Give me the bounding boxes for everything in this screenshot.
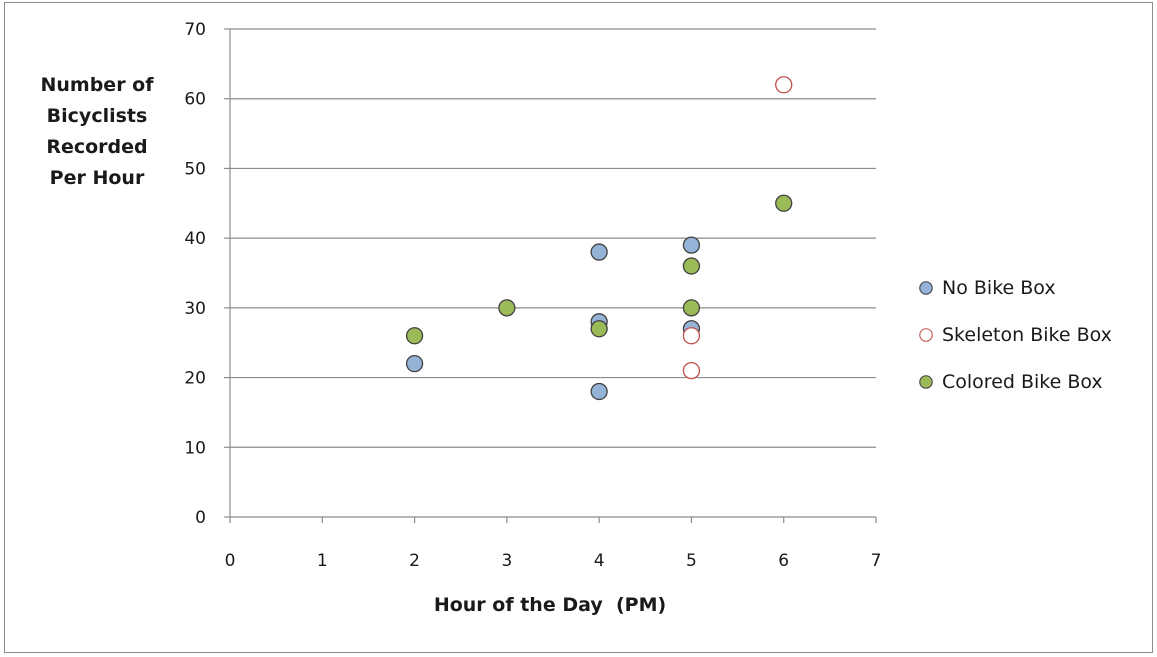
x-tick-label: 6 <box>778 551 789 571</box>
y-tick-label: 50 <box>184 159 206 179</box>
y-axis-title-line: Bicyclists <box>46 105 148 127</box>
data-point-no-bike-box <box>590 382 608 401</box>
data-point-colored-bike-box <box>590 320 608 338</box>
legend-item-no-bike-box: No Bike Box <box>918 264 1112 311</box>
data-point-colored-bike-box <box>775 194 793 212</box>
legend-marker-skeleton-bike-box <box>919 327 933 342</box>
y-tick-label: 0 <box>195 508 206 528</box>
y-axis-title-line: Per Hour <box>49 167 145 189</box>
data-point-skeleton-bike-box <box>682 361 701 380</box>
data-point-no-bike-box <box>405 354 424 373</box>
axes: 0 10 20 30 40 50 60 70 0 1 2 3 4 5 6 7 <box>184 20 881 571</box>
legend-label-skeleton-bike-box: Skeleton Bike Box <box>942 323 1112 346</box>
y-tick-label: 10 <box>184 438 206 458</box>
x-tick-label: 4 <box>594 551 605 571</box>
x-tick-label: 3 <box>501 551 512 571</box>
x-tick-label: 1 <box>317 551 328 571</box>
y-axis-title: Number of Bicyclists Recorded Per Hour <box>22 70 172 194</box>
data-point-colored-bike-box <box>498 299 516 317</box>
data-point-colored-bike-box <box>405 327 424 345</box>
y-tick-label: 40 <box>184 229 206 249</box>
chart-frame <box>4 2 1153 653</box>
legend-label-colored-bike-box: Colored Bike Box <box>942 370 1103 393</box>
legend: No Bike Box Skeleton Bike Box Colored Bi… <box>918 264 1112 405</box>
data-point-no-bike-box <box>590 243 608 261</box>
legend-item-colored-bike-box: Colored Bike Box <box>918 358 1112 405</box>
legend-marker-colored-bike-box <box>919 374 933 389</box>
gridlines <box>230 28 876 448</box>
data-points <box>405 76 793 401</box>
legend-label-no-bike-box: No Bike Box <box>942 276 1056 299</box>
x-tick-label: 2 <box>409 551 420 571</box>
legend-marker-no-bike-box <box>919 280 933 295</box>
y-tick-label: 30 <box>184 299 206 319</box>
x-tick-label: 5 <box>686 551 697 571</box>
data-point-skeleton-bike-box <box>682 327 701 345</box>
data-point-colored-bike-box <box>682 299 701 317</box>
y-axis-title-line: Number of <box>40 74 154 96</box>
y-tick-label: 20 <box>184 369 206 389</box>
y-tick-label: 70 <box>184 20 206 40</box>
y-axis-title-line: Recorded <box>46 136 148 158</box>
legend-item-skeleton-bike-box: Skeleton Bike Box <box>918 311 1112 358</box>
x-tick-label: 0 <box>225 551 236 571</box>
x-tick-label: 7 <box>871 551 882 571</box>
y-tick-label: 60 <box>184 90 206 110</box>
data-point-skeleton-bike-box <box>775 76 793 94</box>
data-point-no-bike-box <box>682 236 701 254</box>
data-point-colored-bike-box <box>682 257 701 275</box>
x-axis-title: Hour of the Day (PM) <box>433 594 667 616</box>
